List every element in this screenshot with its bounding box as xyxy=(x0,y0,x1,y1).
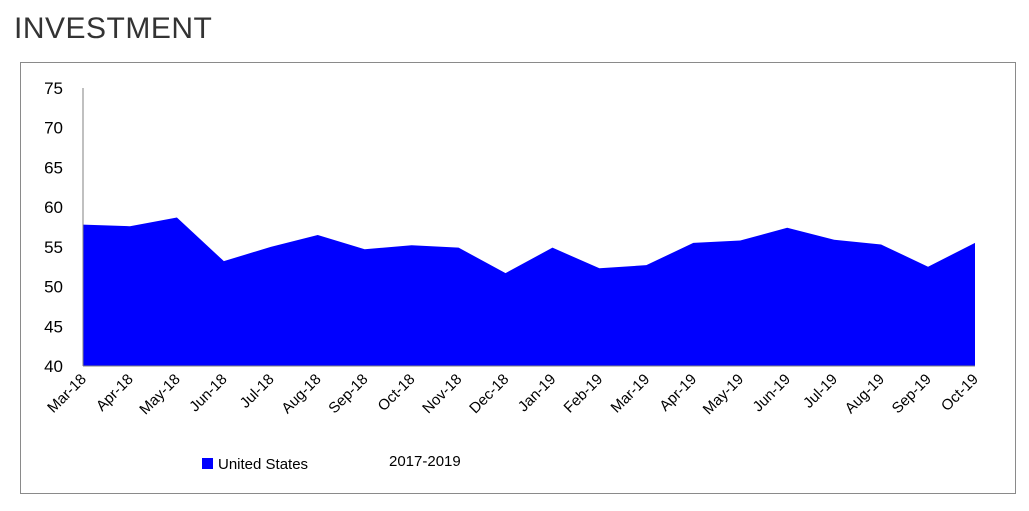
x-tick-label: Apr-18 xyxy=(93,371,137,415)
chart-frame xyxy=(20,62,1016,494)
x-tick-label: May-18 xyxy=(136,371,183,418)
y-tick-label: 65 xyxy=(44,158,63,177)
x-tick-label: May-19 xyxy=(700,371,747,418)
y-tick-label: 75 xyxy=(44,79,63,98)
x-tick-label: Mar-18 xyxy=(44,371,90,417)
x-tick-label: Mar-19 xyxy=(608,371,654,417)
x-tick-label: Nov-18 xyxy=(419,371,465,417)
x-tick-label: Aug-19 xyxy=(842,371,888,417)
x-tick-label: Jan-19 xyxy=(515,371,559,415)
page-title: INVESTMENT xyxy=(14,12,213,45)
area-series-united-states xyxy=(83,217,975,366)
y-tick-label: 70 xyxy=(44,119,63,138)
y-tick-label: 40 xyxy=(44,357,63,376)
x-tick-label: Apr-19 xyxy=(656,371,700,415)
x-tick-label: Sep-19 xyxy=(889,371,935,417)
legend-label-united-states: United States xyxy=(218,456,308,473)
x-tick-label: Sep-18 xyxy=(325,371,371,417)
x-tick-label: Jul-18 xyxy=(237,371,278,412)
legend-swatch-united-states xyxy=(202,458,213,469)
x-tick-label: Jul-19 xyxy=(800,371,841,412)
x-tick-label: Jun-18 xyxy=(186,371,230,415)
y-tick-label: 45 xyxy=(44,317,63,336)
y-tick-label: 50 xyxy=(44,278,63,297)
y-tick-label: 55 xyxy=(44,238,63,257)
x-tick-label: Feb-19 xyxy=(561,371,607,417)
x-tick-label: Aug-18 xyxy=(278,371,324,417)
x-tick-label: Dec-18 xyxy=(466,371,512,417)
x-tick-label: Oct-18 xyxy=(375,371,419,415)
y-tick-label: 60 xyxy=(44,198,63,217)
x-tick-label: Oct-19 xyxy=(938,371,982,415)
x-tick-label: Jun-19 xyxy=(750,371,794,415)
chart-annotation: 2017-2019 xyxy=(389,453,461,470)
